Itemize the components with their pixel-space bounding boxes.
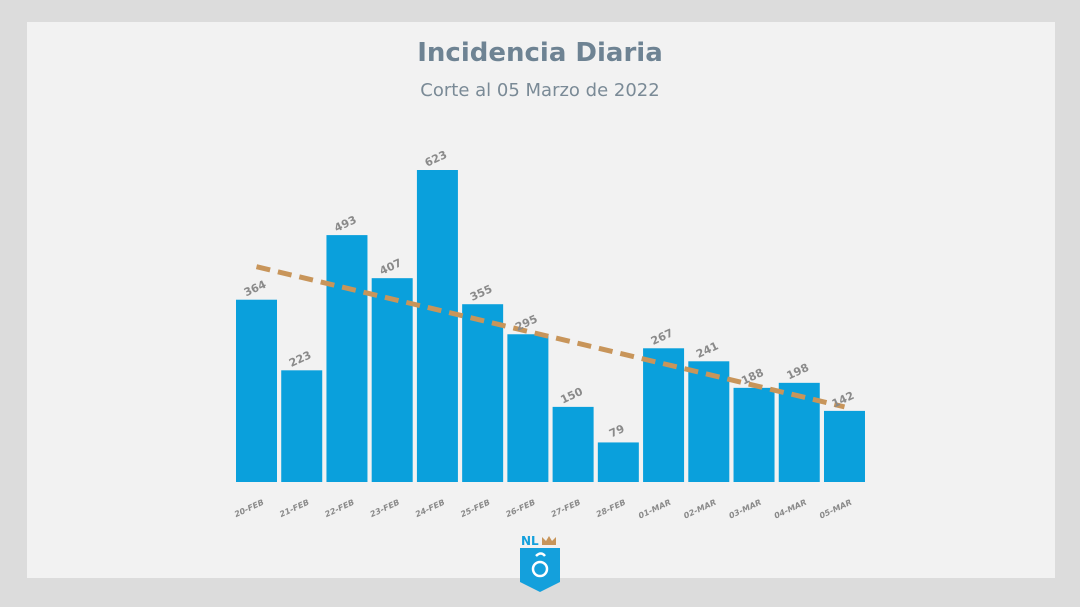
data-label: 623 — [423, 148, 449, 169]
bar-23-FEB — [371, 278, 413, 482]
chart-card — [27, 22, 1055, 578]
x-tick-label: 26-FEB — [504, 498, 536, 519]
bar-24-FEB — [416, 170, 458, 482]
bar-02-MAR — [688, 361, 730, 482]
bar-05-MAR — [823, 410, 865, 482]
chart-subtitle: Corte al 05 Marzo de 2022 — [420, 80, 660, 101]
x-tick-label: 01-MAR — [637, 498, 672, 521]
bar-25-FEB — [462, 304, 504, 482]
crown-icon — [542, 536, 556, 545]
x-tick-label: 24-FEB — [414, 498, 446, 519]
bar-03-MAR — [733, 387, 775, 482]
bar-01-MAR — [643, 348, 685, 482]
trend-line — [255, 264, 846, 410]
bar-21-FEB — [281, 370, 323, 482]
x-tick-label: 21-FEB — [278, 498, 310, 519]
bar-20-FEB — [236, 299, 277, 482]
data-label: 267 — [649, 326, 675, 347]
x-tick-label: 23-FEB — [369, 498, 401, 519]
data-label: 198 — [785, 361, 811, 382]
nl-logo: NL — [520, 532, 560, 592]
x-tick-label: 04-MAR — [773, 498, 808, 521]
data-label: 79 — [607, 422, 626, 440]
bar-28-FEB — [597, 442, 639, 482]
x-tick-label: 02-MAR — [682, 498, 717, 521]
data-label: 223 — [287, 348, 313, 369]
data-label: 364 — [242, 278, 269, 300]
bar-22-FEB — [326, 235, 368, 482]
x-tick-label: 05-MAR — [818, 498, 853, 521]
data-label: 150 — [558, 385, 585, 407]
bar-26-FEB — [507, 334, 549, 482]
x-tick-label: 27-FEB — [550, 498, 582, 519]
x-tick-label: 28-FEB — [595, 498, 627, 519]
logo-text: NL — [521, 534, 539, 548]
x-tick-label: 03-MAR — [728, 498, 763, 521]
data-label: 355 — [468, 282, 494, 303]
data-label: 241 — [694, 339, 720, 360]
data-label: 493 — [332, 213, 358, 234]
x-tick-label: 22-FEB — [323, 498, 355, 519]
x-tick-label: 20-FEB — [233, 498, 265, 519]
chart-title: Incidencia Diaria — [417, 38, 663, 68]
bar-27-FEB — [552, 406, 594, 482]
data-label: 407 — [378, 256, 404, 277]
x-tick-label: 25-FEB — [459, 498, 491, 519]
